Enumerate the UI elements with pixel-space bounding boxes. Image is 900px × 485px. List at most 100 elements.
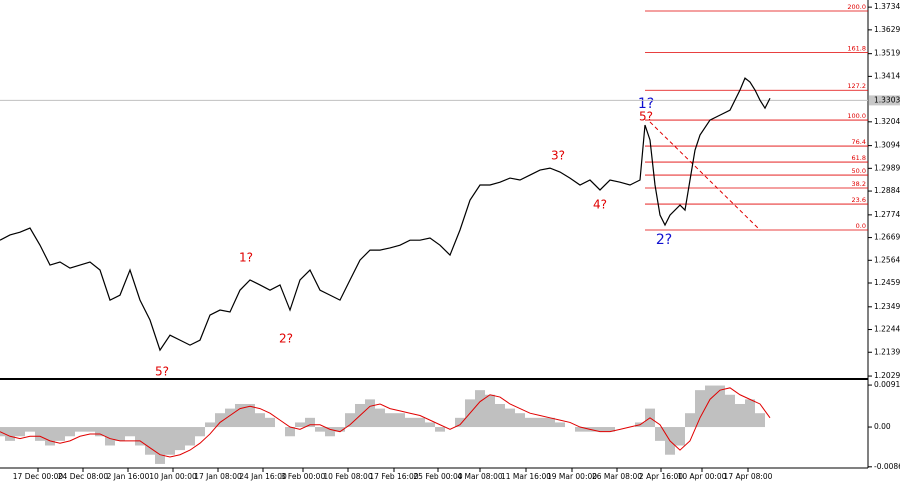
macd-bar bbox=[245, 403, 255, 428]
macd-bar bbox=[755, 413, 765, 428]
trend-line bbox=[649, 121, 761, 231]
y-tick-label: 1.2989 bbox=[874, 163, 900, 172]
fib-label: 50.0 bbox=[852, 167, 866, 175]
fib-label: 38.2 bbox=[852, 180, 866, 188]
x-tick-label: 10 Jan 00:00 bbox=[149, 472, 197, 481]
macd-bar bbox=[265, 417, 275, 428]
y-tick-label: 1.2774 bbox=[874, 210, 900, 219]
x-tick-label: 3 Feb 00:00 bbox=[281, 472, 326, 481]
wave-label: 3? bbox=[551, 149, 565, 163]
x-tick-label: 17 Feb 16:00 bbox=[369, 472, 418, 481]
macd-bar bbox=[715, 385, 725, 428]
y2-tick-label: 0.0091 bbox=[874, 380, 900, 389]
macd-bar bbox=[675, 427, 685, 446]
macd-bar bbox=[145, 427, 155, 455]
macd-bar bbox=[155, 427, 165, 464]
macd-bar bbox=[345, 413, 355, 428]
macd-bar bbox=[315, 427, 325, 432]
macd-bar bbox=[425, 422, 435, 428]
x-tick-label: 17 Jan 08:00 bbox=[194, 472, 242, 481]
macd-bar bbox=[295, 422, 305, 428]
y-tick-label: 1.2244 bbox=[874, 325, 900, 334]
macd-bar bbox=[385, 413, 395, 428]
macd-bar bbox=[225, 408, 235, 428]
macd-bar bbox=[305, 417, 315, 428]
y-tick-label: 1.3629 bbox=[874, 25, 900, 34]
y-tick-label: 1.2459 bbox=[874, 278, 900, 287]
wave-label: 4? bbox=[593, 198, 607, 212]
macd-bar bbox=[405, 417, 415, 428]
macd-bar bbox=[525, 417, 535, 428]
x-tick-label: 19 Mar 00:00 bbox=[547, 472, 597, 481]
macd-bar bbox=[375, 408, 385, 428]
macd-bar bbox=[135, 427, 145, 446]
fib-label: 23.6 bbox=[852, 196, 866, 204]
y-tick-label: 1.2564 bbox=[874, 255, 900, 264]
macd-bar bbox=[495, 403, 505, 428]
macd-bar bbox=[35, 427, 45, 441]
macd-bar bbox=[515, 413, 525, 428]
fib-label: 61.8 bbox=[852, 154, 866, 162]
y-tick-label: 1.3519 bbox=[874, 49, 900, 58]
x-tick-label: 2 Jan 16:00 bbox=[107, 472, 150, 481]
x-tick-label: 11 Mar 16:00 bbox=[501, 472, 551, 481]
macd-bar bbox=[75, 427, 85, 432]
wave-label: 5? bbox=[639, 110, 653, 124]
fib-label: 100.0 bbox=[847, 112, 866, 120]
macd-bar bbox=[595, 427, 605, 432]
macd-bar bbox=[235, 403, 245, 428]
wave-label: 2? bbox=[656, 232, 672, 248]
y-tick-label: 1.3204 bbox=[874, 117, 900, 126]
x-tick-label: 24 Jan 16:00 bbox=[239, 472, 287, 481]
macd-bar bbox=[185, 427, 195, 446]
macd-bar bbox=[125, 427, 135, 437]
macd-bar bbox=[705, 385, 715, 428]
x-tick-label: 2 Apr 16:00 bbox=[639, 472, 683, 481]
y2-tick-label: -0.00862 bbox=[874, 462, 900, 471]
wave-label: 1? bbox=[239, 251, 253, 265]
macd-bar bbox=[745, 399, 755, 428]
x-tick-label: 4 Mar 08:00 bbox=[457, 472, 503, 481]
macd-bar bbox=[485, 394, 495, 428]
x-tick-label: 17 Dec 00:00 bbox=[13, 472, 64, 481]
macd-bar bbox=[65, 427, 75, 437]
macd-bar bbox=[395, 413, 405, 428]
fib-label: 0.0 bbox=[856, 222, 866, 230]
macd-bar bbox=[45, 427, 55, 446]
macd-bar bbox=[735, 403, 745, 428]
x-tick-label: 17 Apr 08:00 bbox=[724, 472, 773, 481]
current-price-box bbox=[869, 95, 900, 106]
price-line bbox=[0, 77, 771, 352]
macd-bar bbox=[685, 413, 695, 428]
macd-bar bbox=[205, 422, 215, 428]
macd-bar bbox=[325, 427, 335, 437]
x-tick-label: 10 Feb 08:00 bbox=[323, 472, 372, 481]
macd-bar bbox=[655, 427, 665, 441]
fib-label: 127.2 bbox=[847, 82, 866, 90]
fib-label: 76.4 bbox=[852, 138, 866, 146]
macd-bar bbox=[575, 427, 585, 432]
macd-bar bbox=[5, 427, 15, 441]
macd-bar bbox=[25, 427, 35, 432]
macd-bar bbox=[85, 427, 95, 432]
macd-bar bbox=[365, 399, 375, 428]
x-tick-label: 10 Apr 00:00 bbox=[678, 472, 727, 481]
y-tick-label: 1.2139 bbox=[874, 347, 900, 356]
y-tick-label: 1.3094 bbox=[874, 141, 900, 150]
macd-bar bbox=[545, 417, 555, 428]
x-tick-label: 24 Dec 08:00 bbox=[58, 472, 109, 481]
macd-bar bbox=[115, 427, 125, 441]
macd-bar bbox=[0, 427, 5, 437]
y-tick-label: 1.2029 bbox=[874, 371, 900, 380]
macd-signal bbox=[0, 387, 771, 458]
macd-bar bbox=[195, 427, 205, 437]
macd-bar bbox=[435, 427, 445, 432]
macd-bar bbox=[95, 427, 105, 437]
macd-bar bbox=[695, 390, 705, 428]
macd-bar bbox=[215, 413, 225, 428]
macd-bar bbox=[475, 390, 485, 428]
fib-label: 200.0 bbox=[847, 3, 866, 11]
x-tick-label: 26 Mar 08:00 bbox=[592, 472, 642, 481]
y-tick-label: 1.2884 bbox=[874, 186, 900, 195]
